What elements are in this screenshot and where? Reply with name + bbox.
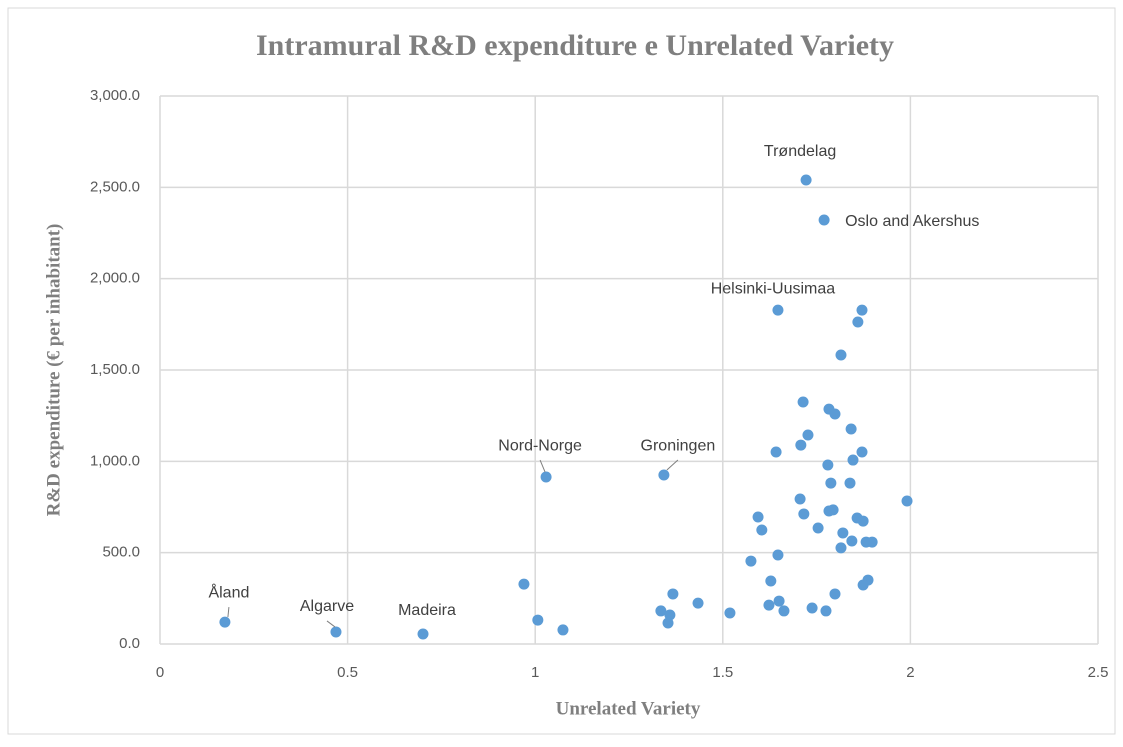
point-label: Nord-Norge	[498, 437, 582, 454]
point	[756, 524, 768, 536]
point	[765, 575, 777, 587]
point-label: Algarve	[300, 598, 354, 615]
point	[829, 588, 841, 600]
point	[795, 439, 807, 451]
x-tick-label: 1	[531, 664, 539, 681]
point-label: Madeira	[398, 602, 456, 619]
y-tick-label: 2,000.0	[90, 270, 140, 287]
point	[857, 579, 869, 591]
point	[219, 616, 231, 628]
point	[837, 527, 849, 539]
y-axis-title: R&D expenditure (€ per inhabitant)	[43, 224, 64, 517]
point-label: Helsinki-Uusimaa	[711, 280, 836, 297]
point-label: Oslo and Akershus	[845, 213, 979, 230]
point	[829, 408, 841, 420]
point	[540, 471, 552, 483]
point	[856, 304, 868, 316]
point	[866, 536, 878, 548]
point	[724, 607, 736, 619]
point	[794, 493, 806, 505]
point	[827, 504, 839, 516]
point	[518, 578, 530, 590]
point	[822, 459, 834, 471]
x-tick-label: 0.5	[337, 664, 358, 681]
point	[846, 535, 858, 547]
point	[778, 605, 790, 617]
point	[820, 605, 832, 617]
point	[658, 469, 670, 481]
point	[856, 446, 868, 458]
point	[745, 555, 757, 567]
point	[752, 511, 764, 523]
chart-border	[7, 7, 1116, 735]
point	[852, 316, 864, 328]
point	[835, 349, 847, 361]
x-tick-label: 0	[156, 664, 164, 681]
point	[557, 624, 569, 636]
point	[806, 602, 818, 614]
point	[901, 495, 913, 507]
point	[845, 423, 857, 435]
y-tick-label: 1,000.0	[90, 452, 140, 469]
chart-title: Intramural R&D expenditure e Unrelated V…	[256, 29, 894, 62]
point	[800, 174, 812, 186]
point	[802, 429, 814, 441]
leader-line	[227, 607, 230, 618]
point	[857, 515, 869, 527]
y-tick-label: 3,000.0	[90, 87, 140, 104]
point-label: Groningen	[641, 437, 716, 454]
point	[655, 605, 667, 617]
y-tick-label: 0.0	[119, 635, 140, 652]
y-tick-label: 2,500.0	[90, 178, 140, 195]
leader-line	[326, 620, 336, 628]
point	[818, 214, 830, 226]
point	[798, 508, 810, 520]
point	[844, 477, 856, 489]
x-tick-label: 2	[906, 664, 914, 681]
point	[847, 454, 859, 466]
point	[330, 626, 342, 638]
x-tick-label: 1.5	[712, 664, 733, 681]
point	[797, 396, 809, 408]
point	[773, 595, 785, 607]
point	[692, 597, 704, 609]
point	[812, 522, 824, 534]
y-tick-label: 1,500.0	[90, 361, 140, 378]
point	[825, 477, 837, 489]
point	[667, 588, 679, 600]
point-label: Trøndelag	[764, 143, 836, 160]
leader-line	[539, 459, 546, 473]
point-label: Åland	[208, 582, 249, 601]
x-tick-label: 2.5	[1088, 664, 1109, 681]
y-tick-label: 500.0	[102, 544, 140, 561]
point	[662, 617, 674, 629]
point	[772, 304, 784, 316]
point	[770, 446, 782, 458]
x-axis-title: Unrelated Variety	[556, 698, 701, 719]
point	[532, 614, 544, 626]
point	[835, 542, 847, 554]
point	[417, 628, 429, 640]
point	[763, 599, 775, 611]
leader-line	[666, 459, 679, 471]
point	[772, 549, 784, 561]
